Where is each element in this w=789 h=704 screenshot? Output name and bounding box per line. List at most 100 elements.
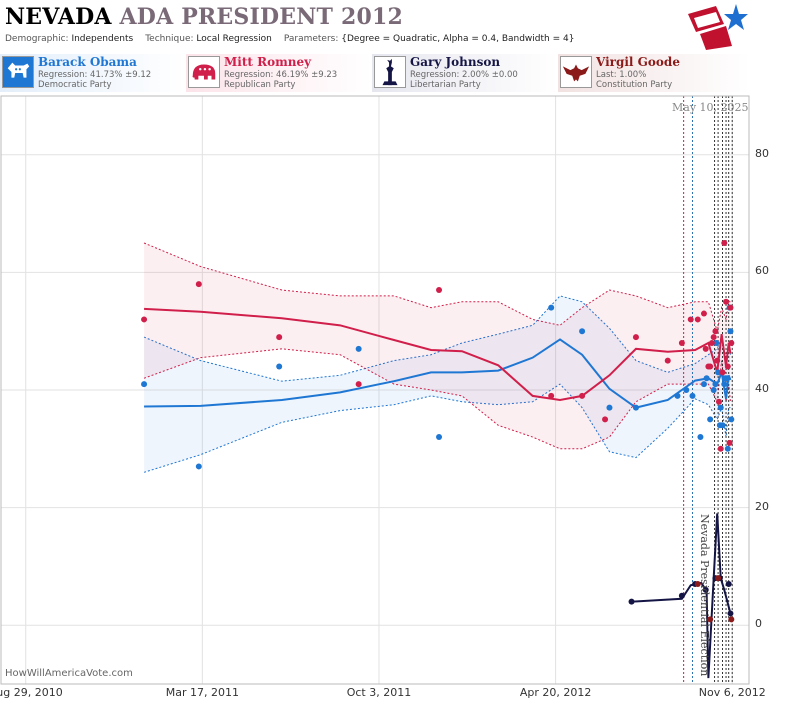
data-point	[707, 616, 714, 623]
data-point	[715, 398, 722, 405]
data-point	[276, 363, 283, 370]
data-point	[548, 304, 555, 311]
legend-obama: Barack Obama Regression: 41.73% ±9.12 De…	[0, 54, 186, 92]
candidate-regression: Regression: 2.00% ±0.00	[410, 70, 518, 80]
data-point	[702, 345, 709, 352]
data-point	[715, 575, 722, 582]
trend-line	[144, 338, 732, 409]
x-tick-label: Aug 29, 2010	[0, 686, 63, 699]
eagle-icon	[560, 56, 592, 88]
data-point	[687, 316, 694, 323]
election-label: Nevada Presidential Election	[698, 514, 711, 677]
data-point	[664, 357, 671, 364]
candidate-name: Mitt Romney	[224, 55, 312, 69]
data-point	[702, 586, 709, 593]
data-point	[728, 416, 735, 423]
data-point	[436, 434, 443, 441]
data-point	[628, 598, 635, 605]
data-point	[700, 381, 707, 388]
data-point	[721, 240, 728, 246]
candidate-party: Libertarian Party	[410, 80, 481, 90]
data-point	[721, 381, 728, 388]
y-tick-label: 0	[755, 617, 762, 631]
data-point	[713, 339, 720, 346]
data-point	[723, 298, 730, 305]
candidate-name: Barack Obama	[38, 55, 137, 69]
elephant-icon	[188, 56, 220, 88]
plot-frame	[0, 95, 750, 685]
flag-star-logo	[688, 4, 748, 50]
data-point	[674, 392, 681, 399]
date-stamp: May 10, 2025	[672, 101, 749, 114]
lower-bound-line	[143, 383, 731, 473]
data-point	[717, 445, 724, 452]
data-point	[141, 316, 148, 323]
candidate-party: Democratic Party	[38, 80, 112, 90]
data-point	[355, 345, 362, 352]
title-rest: ADA PRESIDENT 2012	[119, 4, 403, 30]
data-point	[708, 339, 715, 346]
candidate-regression: Regression: 46.19% ±9.23	[224, 70, 338, 80]
data-point	[678, 339, 685, 346]
chart-header: NEVADA ADA PRESIDENT 2012 Demographic: I…	[0, 0, 789, 50]
candidate-party: Republican Party	[224, 80, 296, 90]
data-point	[719, 369, 726, 376]
y-tick-label: 80	[755, 146, 769, 160]
data-point	[719, 422, 726, 429]
legend-johnson: Gary Johnson Regression: 2.00% ±0.00 Lib…	[372, 54, 558, 92]
data-point	[727, 610, 734, 617]
legend-romney: Mitt Romney Regression: 46.19% ±9.23 Rep…	[186, 54, 372, 92]
data-point	[683, 387, 690, 393]
data-point	[195, 463, 202, 470]
parameters-label: Parameters:	[283, 34, 339, 44]
y-tick-label: 40	[755, 382, 769, 395]
technique-value: Local Regression	[196, 34, 272, 44]
upper-bound-line	[143, 242, 731, 332]
data-point	[726, 439, 733, 446]
data-point	[723, 375, 730, 382]
data-point	[602, 416, 609, 423]
poll-points	[141, 240, 735, 623]
data-point	[724, 363, 731, 370]
candidate-party: Constitution Party	[596, 80, 673, 90]
data-point	[728, 616, 735, 623]
data-point	[710, 387, 717, 393]
data-point	[725, 581, 732, 588]
legend-goode: Virgil Goode Last: 1.00% Constitution Pa…	[558, 54, 750, 92]
site-credit: HowWillAmericaVote.com	[5, 668, 133, 679]
data-point	[606, 404, 613, 411]
upper-bound-line	[143, 295, 731, 382]
x-tick-label: Mar 17, 2011	[165, 686, 239, 699]
data-point	[694, 581, 701, 588]
data-point	[707, 363, 714, 370]
data-point	[689, 392, 696, 399]
statue-of-liberty-icon	[374, 56, 406, 88]
data-point	[714, 357, 721, 364]
candidate-last: Last: 1.00%	[596, 70, 647, 80]
demographic-label: Demographic:	[5, 34, 69, 44]
data-point	[141, 381, 148, 388]
data-point	[717, 404, 724, 411]
y-tick-label: 20	[755, 499, 769, 513]
candidate-legend: Barack Obama Regression: 41.73% ±9.12 De…	[0, 54, 750, 92]
lower-bound-line	[143, 348, 731, 450]
data-point	[436, 287, 443, 294]
data-point	[724, 445, 731, 452]
data-point	[700, 310, 707, 317]
x-tick-label: Apr 20, 2012	[519, 686, 592, 699]
data-point	[728, 339, 735, 346]
data-point	[579, 328, 586, 335]
data-point	[703, 375, 710, 382]
data-point	[697, 434, 704, 441]
data-point	[727, 304, 734, 311]
candidate-regression: Regression: 41.73% ±9.12	[38, 70, 152, 80]
data-point	[707, 416, 714, 423]
data-point	[727, 328, 734, 335]
data-point	[632, 334, 639, 341]
data-point	[712, 328, 719, 335]
technique-label: Technique:	[145, 34, 194, 44]
data-point	[355, 381, 362, 388]
confidence-band	[144, 295, 731, 473]
demographic-value: Independents	[71, 34, 134, 44]
